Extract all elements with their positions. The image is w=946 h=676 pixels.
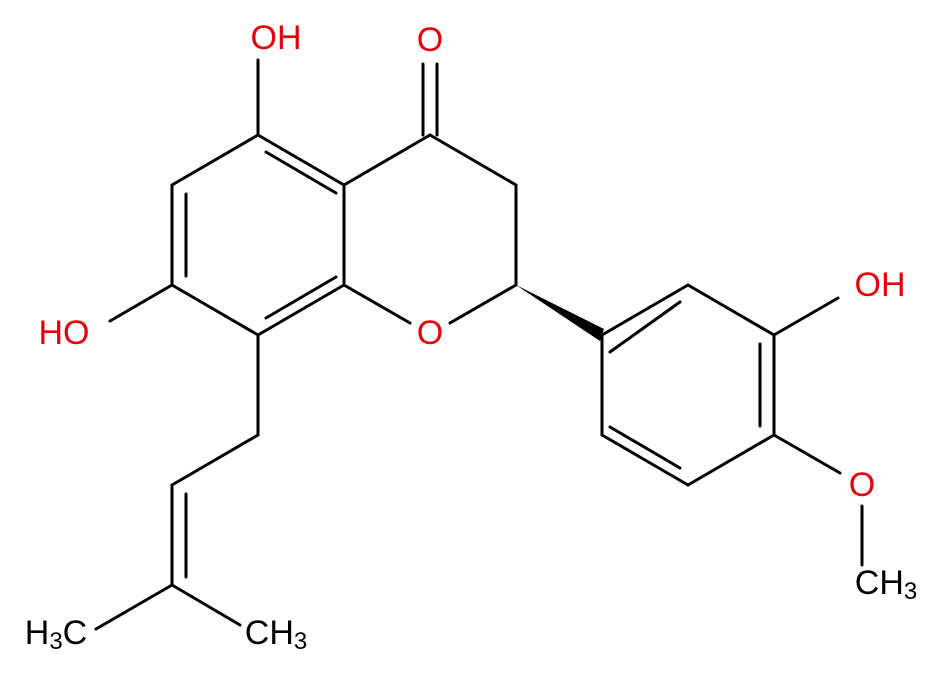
bond-line [608,300,682,354]
bond-line [686,283,776,337]
atom-label: O [849,466,875,504]
label-text: O [417,21,443,59]
bond-line [170,433,260,487]
label-subscript: 3 [904,578,917,605]
bond-line [342,133,432,187]
bond-line [342,283,412,325]
bond-line [772,296,840,337]
atom-label: CH3 [245,614,307,655]
bond-line [256,283,346,337]
atom-labels: OH O HO O OH O CH3 H3C CH3 [25,19,917,655]
bond-line [448,283,518,325]
atom-label: H3C [25,614,87,655]
bond-line [428,133,518,187]
atom-label: HO [39,314,90,352]
label-text: O [417,314,443,352]
bond-line [170,283,260,337]
label-text: OH [251,19,302,57]
label-text: CH [245,614,294,652]
atom-label: OH [251,19,302,57]
label-text: O [849,466,875,504]
bond-line [256,133,346,187]
label-subscript: 3 [49,628,62,655]
bond-line [94,583,174,631]
atom-label: CH3 [855,564,917,605]
bond-line [608,425,682,470]
bond-line [264,150,338,195]
label-text: OH [855,266,906,304]
label-text: C [63,614,88,652]
bonds [94,58,864,631]
bond-line [108,283,174,323]
label-text: HO [39,314,90,352]
label-text: CH [855,564,904,602]
atom-label: O [417,314,443,352]
atom-label: OH [855,266,906,304]
bond-line [600,433,690,487]
atom-label: O [417,21,443,59]
bond-line [772,433,842,475]
bond-line [170,583,242,627]
label-subscript: 3 [294,628,307,655]
label-text: H [25,614,50,652]
bond-line [686,433,776,487]
bond-line [170,133,260,187]
bond-line [600,283,690,337]
wedge-bond [516,285,604,341]
bond-line [264,275,338,320]
